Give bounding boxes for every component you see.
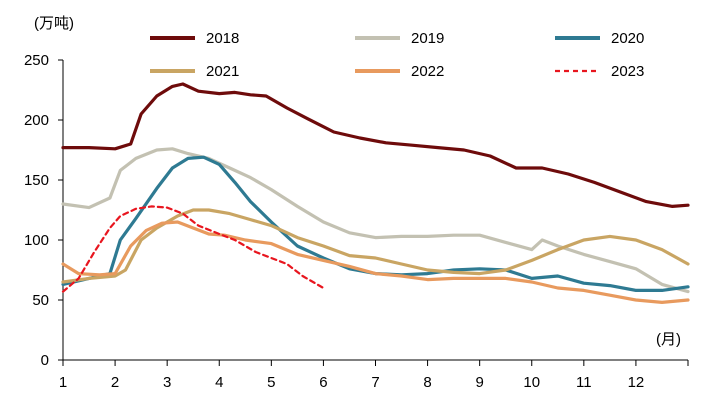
x-axis: 1 2 3 4 5 6 7 8 9 10 11 12 [59,359,689,391]
x-tick-label: 5 [267,374,275,391]
x-tick-label: 1 [59,374,67,391]
x-tick-label: 12 [628,374,645,391]
legend-label: 2022 [411,63,444,80]
legend-item-2020: 2020 [555,30,644,47]
legend-label: 2019 [411,30,444,47]
x-tick-label: 4 [215,374,223,391]
x-tick-label: 10 [523,374,540,391]
legend-label: 2020 [611,30,644,47]
x-axis-unit-label: (月) [656,331,681,348]
y-tick-label: 100 [24,232,49,249]
legend-label: 2023 [611,63,644,80]
legend-item-2018: 2018 [150,30,239,47]
series-line-2018 [61,82,690,208]
series-line-2020 [61,155,690,292]
y-axis: 0 50 100 150 200 250 [24,52,64,369]
x-tick-label: 2 [111,374,119,391]
legend-item-2021: 2021 [150,63,239,80]
x-tick-label: 6 [319,374,327,391]
y-tick-label: 0 [41,352,49,369]
legend-label: 2021 [206,63,239,80]
x-tick-label: 11 [576,374,592,391]
x-tick-label: 3 [163,374,171,391]
y-tick-label: 50 [32,292,49,309]
series-line-2021 [61,208,690,284]
series-line-2022 [61,220,690,304]
legend-label: 2018 [206,30,239,47]
series-line-2019 [61,147,690,294]
legend-item-2023: 2023 [555,63,644,80]
y-tick-label: 200 [24,112,49,129]
legend-item-2022: 2022 [355,63,444,80]
x-tick-label: 9 [475,374,483,391]
series-line-2023 [61,205,325,293]
x-tick-label: 7 [371,374,379,391]
y-tick-label: 150 [24,172,49,189]
x-tick-label: 8 [423,374,431,391]
y-axis-unit-label: (万吨) [34,15,74,32]
y-tick-label: 250 [24,52,49,69]
legend: 2018 2019 2020 2021 2022 2023 [150,30,644,80]
legend-item-2019: 2019 [355,30,444,47]
plot-area [61,82,690,304]
